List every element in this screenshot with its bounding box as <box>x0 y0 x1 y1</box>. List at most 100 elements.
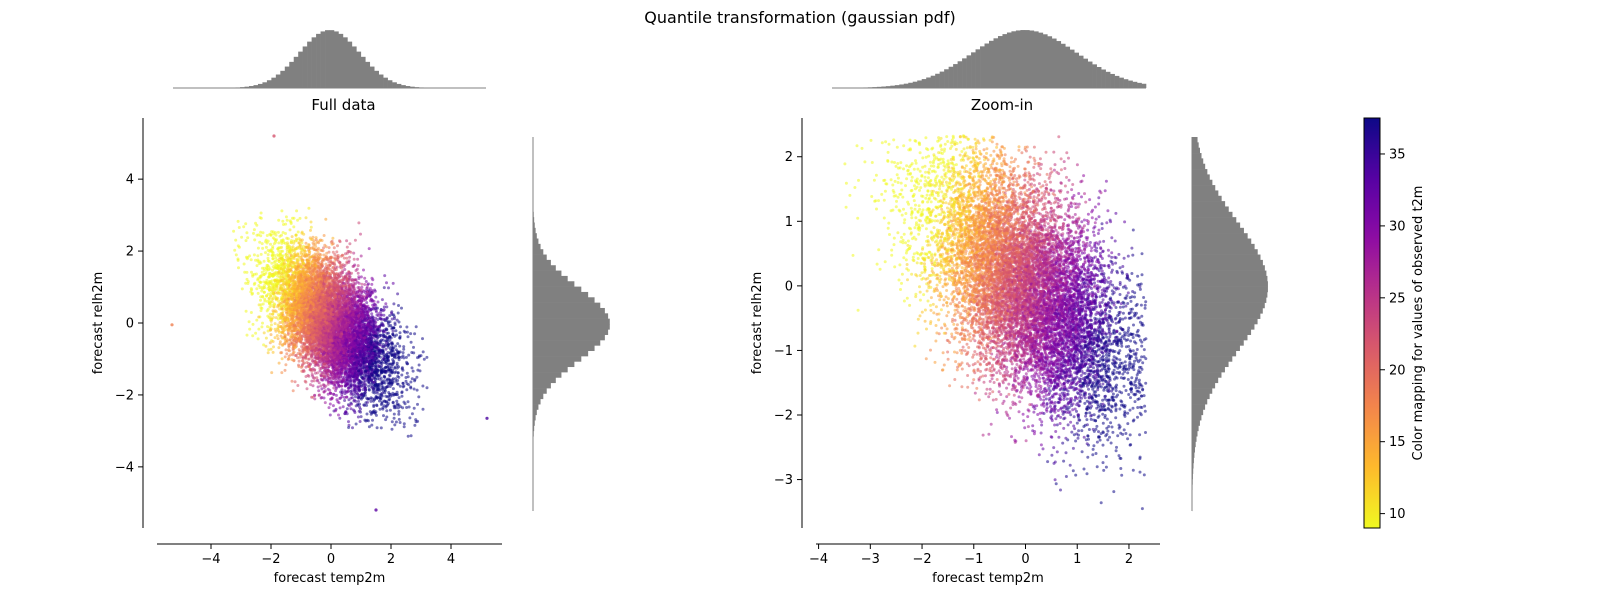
scatter-point <box>284 363 288 367</box>
scatter-point <box>269 347 273 351</box>
scatter-point <box>407 353 411 357</box>
scatter-point <box>332 386 336 390</box>
scatter-point <box>384 418 388 422</box>
scatter-point <box>345 245 349 249</box>
scatter-point <box>272 345 275 349</box>
scatter-point <box>341 405 345 409</box>
scatter-point <box>311 384 315 388</box>
scatter-point <box>369 399 373 403</box>
scatter-point <box>412 406 416 410</box>
scatter-point <box>390 427 394 431</box>
scatter-point <box>315 376 319 380</box>
scatter-point <box>391 387 395 391</box>
scatter-point <box>357 399 360 403</box>
scatter-point <box>406 434 410 438</box>
scatter-point <box>409 340 413 344</box>
scatter-point <box>388 314 392 318</box>
scatter-point <box>396 379 400 382</box>
scatter-point <box>421 407 425 411</box>
scatter-point <box>311 374 315 378</box>
scatter-point <box>284 222 288 226</box>
scatter-point <box>370 282 374 286</box>
scatter-point <box>382 352 386 356</box>
scatter-point <box>394 420 398 424</box>
scatter-point <box>233 248 237 252</box>
scatter-point <box>425 355 429 359</box>
scatter-point <box>374 295 378 299</box>
scatter-point <box>400 306 403 310</box>
scatter-point <box>280 371 284 375</box>
scatter-point <box>277 361 281 365</box>
scatter-point <box>285 352 289 356</box>
scatter-point <box>245 333 249 337</box>
scatter-point <box>288 338 292 342</box>
scatter-point <box>292 225 296 229</box>
scatter-point <box>268 305 272 309</box>
scatter-point <box>375 403 379 407</box>
scatter-point <box>245 257 249 261</box>
scatter-point <box>310 246 314 250</box>
scatter-point <box>402 422 406 426</box>
scatter-point <box>345 256 349 260</box>
scatter-point <box>379 426 383 430</box>
scatter-point <box>276 247 280 251</box>
scatter-point <box>284 215 288 219</box>
scatter-point <box>294 354 297 357</box>
scatter-point <box>257 262 261 266</box>
scatter-point <box>397 304 400 307</box>
scatter-point <box>402 425 406 429</box>
scatter-point <box>244 281 248 285</box>
scatter-point <box>296 252 300 256</box>
scatter-point <box>365 412 369 416</box>
scatter-point <box>356 415 360 419</box>
scatter-point <box>328 388 332 392</box>
scatter-point <box>370 312 374 316</box>
scatter-point <box>249 258 253 262</box>
scatter-point <box>255 264 259 268</box>
scatter-point <box>396 342 400 346</box>
scatter-point <box>256 291 260 295</box>
scatter-point <box>385 415 389 419</box>
scatter-point <box>393 317 396 321</box>
scatter-point <box>416 402 419 406</box>
scatter-point <box>256 246 260 250</box>
scatter-point <box>248 254 252 258</box>
scatter-point <box>278 234 282 238</box>
scatter-point <box>343 399 347 402</box>
scatter-point <box>234 253 238 257</box>
scatter-points <box>170 134 489 512</box>
scatter-point <box>261 321 264 325</box>
scatter-point <box>256 337 260 341</box>
scatter-point <box>392 416 396 420</box>
scatter-point <box>410 412 414 416</box>
scatter-point <box>358 420 362 423</box>
scatter-point <box>376 300 380 304</box>
scatter-point <box>262 259 266 263</box>
scatter-point <box>359 254 363 258</box>
scatter-point <box>391 281 395 285</box>
scatter-point <box>318 369 322 373</box>
scatter-point <box>351 426 354 430</box>
scatter-point <box>343 268 347 271</box>
scatter-point <box>324 217 328 221</box>
scatter-point <box>298 216 302 220</box>
scatter-point <box>259 252 263 256</box>
scatter-point <box>401 351 405 355</box>
scatter-point <box>396 292 400 296</box>
scatter-point <box>396 374 400 378</box>
scatter-point <box>360 282 364 286</box>
scatter-point <box>409 332 413 336</box>
scatter-point <box>375 426 379 430</box>
scatter-point <box>264 336 268 340</box>
scatter-point <box>305 387 309 391</box>
scatter-point <box>404 379 408 383</box>
scatter-point <box>246 236 250 240</box>
scatter-point <box>249 311 253 314</box>
scatter-point <box>409 380 413 384</box>
scatter-point <box>281 219 285 223</box>
scatter-point <box>422 357 426 361</box>
scatter-point <box>242 225 246 229</box>
scatter-point <box>348 242 352 246</box>
scatter-point <box>259 211 263 215</box>
